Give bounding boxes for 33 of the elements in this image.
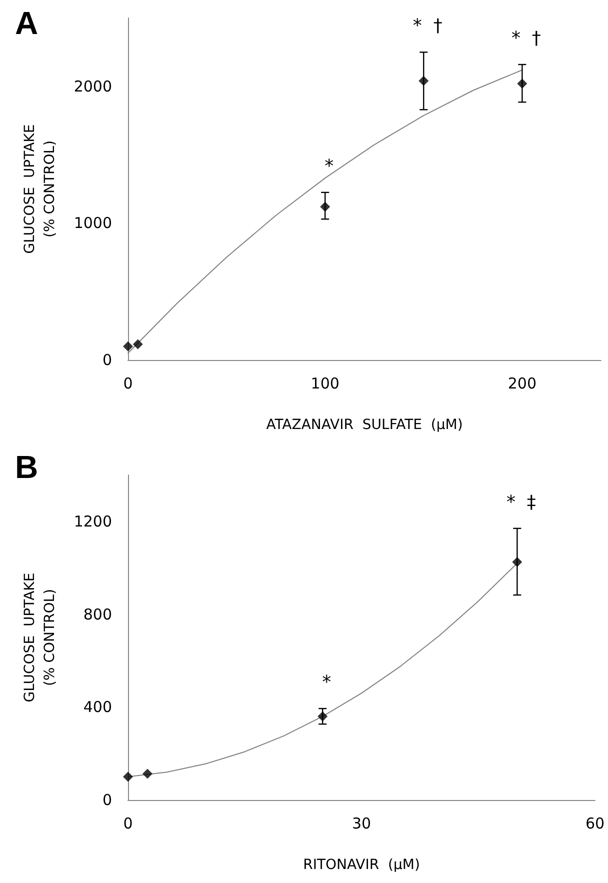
x-axis-title: RITONAVIR (μM) <box>303 857 420 873</box>
y-tick-label: 800 <box>83 605 112 624</box>
y-axis-title: GLUCOSE UPTAKE (% CONTROL) <box>22 124 58 254</box>
y-axis-title: GLUCOSE UPTAKE (% CONTROL) <box>22 572 58 702</box>
x-tick-label: 0 <box>123 374 133 392</box>
annotation: * <box>322 672 332 694</box>
point <box>320 202 330 212</box>
chart-title: B <box>15 449 38 485</box>
annotation: * † <box>511 28 541 50</box>
x-tick-label: 60 <box>585 814 605 832</box>
x-tick-label: 100 <box>310 374 340 392</box>
y-tick-label: 1000 <box>74 214 112 232</box>
x-tick-label: 200 <box>508 374 536 392</box>
x-tick-label: 0 <box>123 814 133 832</box>
point <box>418 76 429 86</box>
chart-title: A <box>15 5 38 41</box>
y-tick-label: 0 <box>102 351 112 369</box>
annotation: * ‡ <box>506 492 536 513</box>
x-tick-label: 30 <box>352 814 372 832</box>
y-tick-label: 1200 <box>74 512 112 530</box>
point <box>123 772 133 782</box>
annotation: * † <box>412 16 442 37</box>
x-axis-title: ATAZANAVIR SULFATE (μM) <box>266 417 463 433</box>
point <box>142 768 152 779</box>
point <box>517 78 528 89</box>
y-tick-label: 2000 <box>74 77 112 96</box>
point <box>318 711 328 722</box>
point <box>123 341 133 352</box>
annotation: * <box>324 156 334 177</box>
y-tick-label: 0 <box>102 791 112 809</box>
point <box>132 339 143 350</box>
point <box>512 557 522 568</box>
y-tick-label: 400 <box>83 698 112 716</box>
